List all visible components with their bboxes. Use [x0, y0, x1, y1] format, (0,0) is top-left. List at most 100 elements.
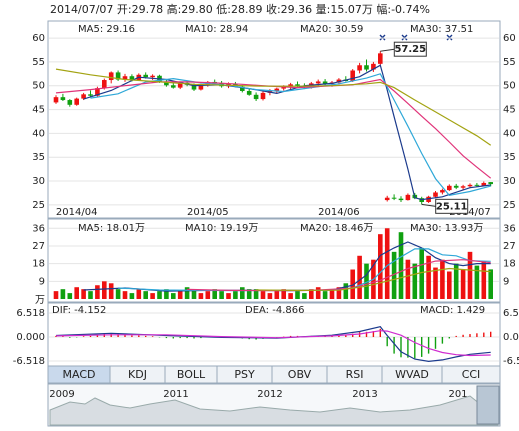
y-tick-label-right: 6.518: [503, 308, 519, 319]
tab-label[interactable]: PSY: [234, 368, 255, 381]
y-tick-label: 25: [32, 200, 45, 211]
y-tick-label: 50: [32, 81, 45, 92]
volume-bar: [384, 228, 390, 299]
volume-bar: [143, 291, 148, 299]
candle-body: [150, 75, 155, 78]
volume-bar: [295, 291, 300, 299]
candle-body: [453, 185, 459, 188]
navigator-year: 2012: [257, 389, 282, 400]
candle-body: [426, 196, 431, 202]
volume-bar: [246, 289, 252, 299]
volume-bar: [67, 293, 73, 299]
tab[interactable]: [441, 365, 501, 384]
y-tick-label: 6.518: [16, 308, 45, 319]
candle-body: [288, 84, 293, 87]
candle-body: [481, 182, 487, 186]
tab-label[interactable]: OBV: [288, 368, 312, 381]
volume-bar: [219, 291, 224, 299]
volume-bar: [343, 283, 349, 299]
candle-body: [74, 98, 79, 105]
price-panel: [47, 20, 501, 219]
candle-body: [129, 76, 135, 81]
y-tick-label-right: 36: [503, 223, 516, 234]
ma-line: [90, 73, 491, 196]
navigator-year: 2011: [163, 389, 188, 400]
legend-entry: MA20: 30.59: [300, 24, 363, 35]
volume-bar: [226, 293, 231, 299]
volume-bar: [233, 291, 238, 299]
candle-body: [102, 80, 107, 89]
candle-body: [322, 81, 328, 84]
candle-body: [405, 194, 411, 201]
navigator-handle[interactable]: [476, 385, 500, 425]
volume-bar: [309, 289, 314, 299]
candle-body: [143, 74, 148, 78]
candle-body: [433, 192, 438, 197]
tab-label[interactable]: CCI: [462, 368, 481, 381]
volume-bar: [102, 281, 107, 299]
candle-body: [122, 76, 128, 80]
candle-body: [177, 82, 183, 88]
volume-bar: [198, 293, 204, 299]
y-tick-label: 0.000: [16, 332, 45, 343]
volume-bar: [460, 269, 466, 299]
histogram-legend: MACD: 1.429: [420, 305, 485, 316]
volume-bar: [378, 234, 383, 299]
volume-bar: [95, 285, 100, 299]
candle-body: [260, 92, 266, 100]
candle-body: [384, 197, 390, 201]
volume-bar: [108, 283, 114, 299]
volume-bar: [288, 293, 293, 299]
y-tick-label-right: 30: [503, 176, 516, 187]
volume-bar: [488, 269, 493, 299]
volume-bar: [474, 265, 480, 299]
candle-body: [108, 72, 114, 81]
y-tick-label-right: 9: [503, 276, 509, 287]
volume-bar: [412, 263, 418, 299]
volume-bar: [74, 287, 79, 299]
tab-label[interactable]: KDJ: [128, 368, 147, 381]
x-tick-label: 2014/06: [318, 207, 360, 218]
volume-bar: [150, 293, 155, 299]
candle-body: [488, 182, 493, 185]
candle-body: [295, 84, 300, 86]
candle-body: [315, 81, 321, 84]
y-tick-label-right: 0.000: [503, 332, 519, 343]
volume-bar: [53, 291, 59, 299]
tab-label[interactable]: MACD: [63, 368, 96, 381]
volume-bar: [260, 291, 266, 299]
volume-bar: [419, 247, 424, 299]
x-tick-label: 2014/07: [449, 207, 491, 218]
volume-bar: [184, 287, 190, 299]
annotation-box: [393, 41, 427, 57]
unit-label: 万: [35, 295, 45, 306]
tab-label[interactable]: RSI: [346, 368, 364, 381]
y-tick-label: 60: [32, 33, 45, 44]
tab-label[interactable]: BOLL: [177, 368, 206, 381]
y-tick-label: -6.518: [13, 356, 45, 367]
candle-body: [274, 88, 280, 91]
candle-body: [398, 198, 404, 201]
candle-body: [81, 94, 86, 99]
candle-body: [246, 90, 252, 95]
navigator-year: 201: [448, 389, 467, 400]
volume-bar: [405, 259, 411, 299]
volume-bar: [122, 291, 128, 299]
legend-entry: MA10: 28.94: [185, 24, 248, 35]
candle-body: [240, 86, 245, 91]
volume-bar: [274, 291, 280, 299]
volume-bar: [81, 289, 86, 299]
legend-entry: MA5: 18.01万: [78, 223, 145, 234]
volume-bar: [240, 287, 245, 299]
volume-bar: [391, 251, 397, 299]
y-tick-label: 35: [32, 152, 45, 163]
volume-bar: [302, 293, 307, 299]
y-tick-label-right: 40: [503, 128, 516, 139]
tab-label[interactable]: WVAD: [395, 368, 429, 381]
volume-bar: [164, 289, 169, 299]
annotation-label: 25.11: [436, 201, 468, 212]
candle-body: [378, 53, 383, 64]
candle-body: [60, 97, 66, 101]
